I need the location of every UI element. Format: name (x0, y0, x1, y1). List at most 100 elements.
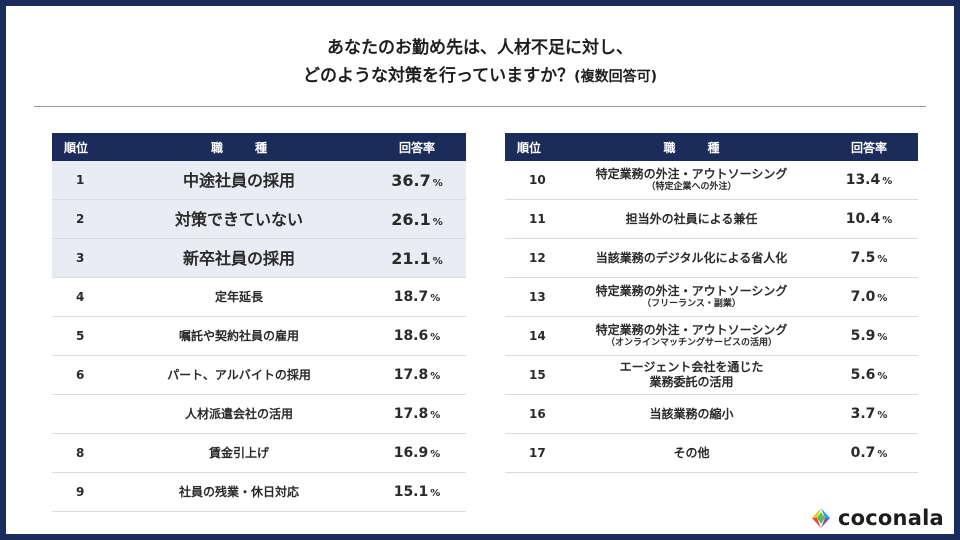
ranking-table-left-body: 1 中途社員の採用 36.7% 2 対策できていない 26.1% 3 新卒社員の採用 21.1%… (52, 161, 466, 512)
row-rank: 12 (505, 238, 563, 278)
row-job-label: 対策できていない (174, 209, 303, 229)
row-rate-value: 36.7 (391, 170, 431, 190)
row-rate: 3.7% (820, 394, 918, 434)
row-job: 定年延長 (110, 277, 368, 317)
row-rank: 1 (52, 161, 110, 200)
row-rate-value: 18.7 (393, 289, 429, 305)
row-rate: 21.1% (368, 238, 466, 278)
row-rate-value: 7.0 (850, 289, 876, 305)
row-rank: 17 (505, 433, 563, 473)
row-rate-value: 7.5 (850, 250, 876, 266)
table-row: 17 その他 0.7% (505, 433, 918, 473)
row-job: 対策できていない (110, 199, 368, 239)
table-row: 12 当該業務のデジタル化による省人化 7.5% (505, 238, 918, 278)
row-rank: 2 (52, 199, 110, 239)
row-rate-unit: % (430, 410, 441, 421)
row-rate-value: 26.1 (391, 209, 431, 229)
row-rank: 9 (52, 472, 110, 512)
row-job-sublabel: 業務委託の活用 (649, 375, 734, 389)
table-header-row: 順位 職種 回答率 (505, 133, 918, 161)
table-row: 1 中途社員の採用 36.7% (52, 161, 466, 200)
row-job-label: 人材派遣会社の活用 (184, 406, 293, 421)
row-rate-unit: % (877, 332, 888, 343)
header-job-b: 種 (255, 140, 268, 155)
header-job: 職種 (563, 133, 820, 161)
row-rate-unit: % (430, 488, 441, 499)
row-rate-unit: % (432, 216, 443, 228)
row-rate-value: 18.6 (393, 328, 429, 344)
row-job: 賃金引上げ (110, 433, 368, 473)
row-job: 当該業務の縮小 (563, 394, 820, 434)
table-row: 8 賃金引上げ 16.9% (52, 433, 466, 473)
row-job-sublabel: （オンラインマッチングサービスの活用） (605, 338, 777, 348)
row-rate-unit: % (432, 255, 443, 267)
row-job: 社員の残業・休日対応 (110, 472, 368, 512)
row-rate-value: 17.8 (393, 367, 429, 383)
row-rank: 14 (505, 316, 563, 356)
row-job-label: 嘱託や契約社員の雇用 (178, 328, 299, 343)
row-job-sublabel: （フリーランス・副業） (642, 299, 741, 309)
row-job: 当該業務のデジタル化による省人化 (563, 238, 820, 278)
row-job-label: 当該業務のデジタル化による省人化 (595, 250, 788, 265)
header-job-a: 職 (663, 140, 676, 155)
row-rate: 17.8% (368, 394, 466, 434)
header-rate: 回答率 (368, 133, 466, 161)
table-row: 15 エージェント会社を通じた 業務委託の活用 5.6% (505, 355, 918, 395)
ranking-table-left: 順位 職種 回答率 1 中途社員の採用 36.7% 2 対策できていない 26.1% 3 新卒… (52, 133, 466, 512)
title-line-2: どのような対策を行っていますか？(複数回答可) (6, 62, 954, 91)
row-rate-unit: % (877, 371, 888, 382)
row-rate-value: 5.6 (850, 367, 876, 383)
row-rate-unit: % (877, 254, 888, 265)
row-rate: 0.7% (820, 433, 918, 473)
table-row: 16 当該業務の縮小 3.7% (505, 394, 918, 434)
row-job: 嘱託や契約社員の雇用 (110, 316, 368, 356)
row-rank: 15 (505, 355, 563, 395)
row-job-label: 担当外の社員による兼任 (625, 211, 758, 226)
title-line-2-note: (複数回答可) (574, 69, 657, 85)
row-job: パート、アルバイトの採用 (110, 355, 368, 395)
table-row: 6 パート、アルバイトの採用 17.8% (52, 355, 466, 395)
row-job-label: 特定業務の外注・アウトソーシング (595, 167, 788, 181)
row-rate-unit: % (882, 176, 893, 187)
header-job-a: 職 (210, 140, 223, 155)
row-rank (52, 394, 110, 434)
row-job-sublabel: （特定企業への外注） (646, 182, 737, 192)
row-rate: 5.9% (820, 316, 918, 356)
row-job-label: その他 (673, 445, 710, 460)
row-rate: 5.6% (820, 355, 918, 395)
row-rate-unit: % (877, 293, 888, 304)
row-rate-unit: % (430, 371, 441, 382)
row-rate-unit: % (877, 449, 888, 460)
row-job-label: パート、アルバイトの採用 (167, 367, 311, 382)
row-rank: 6 (52, 355, 110, 395)
table-row: 5 嘱託や契約社員の雇用 18.6% (52, 316, 466, 356)
table-row: 3 新卒社員の採用 21.1% (52, 238, 466, 278)
row-rate: 18.7% (368, 277, 466, 317)
row-job-label: 特定業務の外注・アウトソーシング (595, 284, 788, 298)
row-rate: 17.8% (368, 355, 466, 395)
table-row: 9 社員の残業・休日対応 15.1% (52, 472, 466, 512)
row-job-label: 新卒社員の採用 (182, 248, 295, 268)
row-rate: 15.1% (368, 472, 466, 512)
row-rank: 11 (505, 199, 563, 239)
row-job-label: 賃金引上げ (208, 445, 269, 460)
slide-title: あなたのお勤め先は、人材不足に対し、 どのような対策を行っていますか？(複数回答… (6, 34, 954, 91)
row-rank: 16 (505, 394, 563, 434)
row-job: 担当外の社員による兼任 (563, 199, 820, 239)
row-rate-value: 3.7 (850, 406, 876, 422)
row-job-label: 当該業務の縮小 (649, 406, 734, 421)
row-rate-unit: % (877, 410, 888, 421)
row-rate-value: 21.1 (391, 248, 431, 268)
row-rank: 13 (505, 277, 563, 317)
row-job: その他 (563, 433, 820, 473)
row-rate-unit: % (430, 293, 441, 304)
row-rate: 13.4% (820, 161, 918, 200)
coconala-logo-text: coconala (838, 506, 944, 530)
row-rate-value: 0.7 (850, 445, 876, 461)
row-job-label: 社員の残業・休日対応 (178, 484, 299, 499)
row-rank: 4 (52, 277, 110, 317)
row-job: 新卒社員の採用 (110, 238, 368, 278)
row-job-label: エージェント会社を通じた (619, 360, 764, 374)
row-rank: 10 (505, 161, 563, 200)
